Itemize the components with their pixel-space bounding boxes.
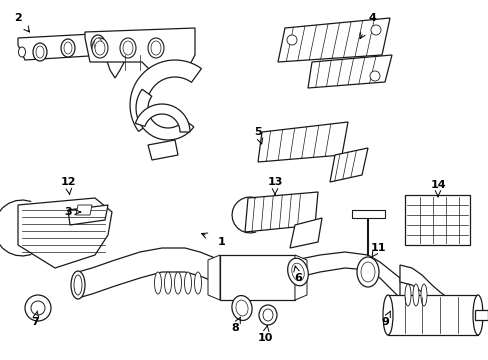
Ellipse shape <box>148 38 163 58</box>
Ellipse shape <box>33 43 47 61</box>
Polygon shape <box>258 122 347 162</box>
Text: 11: 11 <box>369 243 385 253</box>
Ellipse shape <box>360 262 374 282</box>
Ellipse shape <box>259 305 276 325</box>
Ellipse shape <box>356 257 378 287</box>
Ellipse shape <box>61 39 75 57</box>
Circle shape <box>369 71 379 81</box>
Ellipse shape <box>92 38 108 58</box>
Text: 4: 4 <box>367 13 375 23</box>
Ellipse shape <box>291 263 304 281</box>
Ellipse shape <box>287 258 308 286</box>
Text: 8: 8 <box>231 323 238 333</box>
Polygon shape <box>294 252 399 298</box>
Polygon shape <box>18 32 130 78</box>
Polygon shape <box>307 55 391 88</box>
Polygon shape <box>148 140 178 160</box>
Ellipse shape <box>382 295 392 335</box>
Ellipse shape <box>94 38 102 50</box>
Ellipse shape <box>74 275 82 295</box>
Polygon shape <box>207 255 220 300</box>
Ellipse shape <box>194 272 201 294</box>
Polygon shape <box>294 255 306 300</box>
Ellipse shape <box>151 41 161 55</box>
Ellipse shape <box>472 295 482 335</box>
Ellipse shape <box>64 42 72 54</box>
Ellipse shape <box>412 284 418 306</box>
Text: 7: 7 <box>31 317 39 327</box>
Ellipse shape <box>95 41 105 55</box>
Text: 14: 14 <box>429 180 445 190</box>
Ellipse shape <box>231 296 252 320</box>
Circle shape <box>370 25 380 35</box>
Ellipse shape <box>235 300 247 316</box>
Polygon shape <box>244 192 317 232</box>
Polygon shape <box>76 205 92 215</box>
Circle shape <box>25 295 51 321</box>
Ellipse shape <box>174 272 181 294</box>
Circle shape <box>31 301 45 315</box>
Text: 10: 10 <box>257 333 272 343</box>
Text: 3: 3 <box>64 207 72 217</box>
Polygon shape <box>404 195 469 245</box>
Ellipse shape <box>19 47 25 57</box>
Ellipse shape <box>120 38 136 58</box>
Polygon shape <box>399 265 461 320</box>
Ellipse shape <box>154 272 161 294</box>
Polygon shape <box>278 18 389 62</box>
Ellipse shape <box>164 272 171 294</box>
Ellipse shape <box>404 284 410 306</box>
Polygon shape <box>220 255 294 300</box>
Ellipse shape <box>184 272 191 294</box>
Polygon shape <box>474 310 487 320</box>
Polygon shape <box>329 148 367 182</box>
Polygon shape <box>18 198 112 268</box>
Text: 5: 5 <box>254 127 261 137</box>
Circle shape <box>286 35 296 45</box>
Text: 1: 1 <box>218 237 225 247</box>
Text: 2: 2 <box>14 13 22 23</box>
Ellipse shape <box>91 35 105 53</box>
Text: 12: 12 <box>60 177 76 187</box>
Polygon shape <box>68 205 108 225</box>
Polygon shape <box>130 60 201 131</box>
Ellipse shape <box>420 284 426 306</box>
Polygon shape <box>289 218 321 248</box>
Polygon shape <box>387 295 477 335</box>
Text: 9: 9 <box>380 317 388 327</box>
Ellipse shape <box>71 271 85 299</box>
Polygon shape <box>351 210 384 218</box>
Text: 6: 6 <box>293 273 301 283</box>
Ellipse shape <box>36 46 44 58</box>
Ellipse shape <box>123 41 133 55</box>
Ellipse shape <box>263 309 272 321</box>
Text: 13: 13 <box>267 177 282 187</box>
Polygon shape <box>136 89 194 140</box>
Polygon shape <box>78 248 299 298</box>
Polygon shape <box>85 28 195 72</box>
Polygon shape <box>135 104 190 132</box>
